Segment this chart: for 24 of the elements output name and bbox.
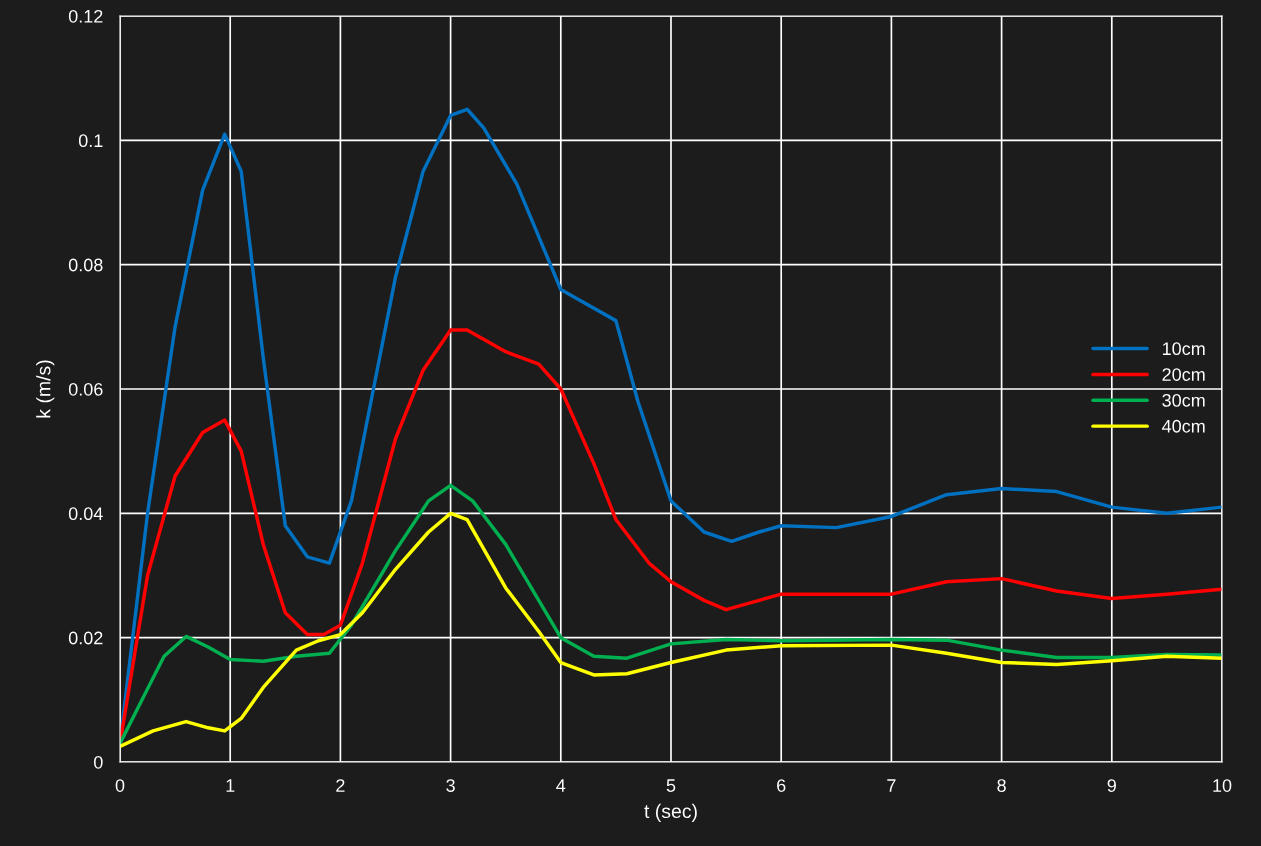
x-tick-label: 7	[887, 779, 896, 792]
x-tick-label: 4	[556, 779, 566, 792]
legend-label: 20cm	[1162, 368, 1205, 381]
x-tick-label: 0	[115, 779, 125, 792]
x-tick-label: 6	[777, 779, 786, 792]
y-tick-label: 0.04	[68, 507, 103, 521]
y-tick-label: 0.06	[68, 382, 103, 396]
legend-label: 30cm	[1162, 393, 1205, 407]
y-tick-label: 0.12	[68, 9, 103, 23]
x-axis-title: t (sec)	[644, 803, 697, 822]
x-tick-label: 5	[666, 779, 676, 792]
x-tick-label: 1	[226, 779, 235, 792]
x-tick-label: 10	[1213, 779, 1232, 792]
x-tick-label: 8	[997, 779, 1006, 792]
x-tick-label: 3	[446, 779, 455, 792]
legend-label: 10cm	[1162, 342, 1205, 356]
y-tick-label: 0.1	[78, 134, 103, 148]
y-tick-label: 0.02	[68, 631, 103, 645]
x-tick-label: 9	[1107, 779, 1116, 792]
y-tick-label: 0.08	[68, 258, 103, 272]
y-tick-label: 0	[94, 755, 103, 769]
y-axis-title: k (m/s)	[36, 360, 55, 418]
x-tick-label: 2	[336, 779, 345, 792]
legend-label: 40cm	[1162, 419, 1205, 433]
